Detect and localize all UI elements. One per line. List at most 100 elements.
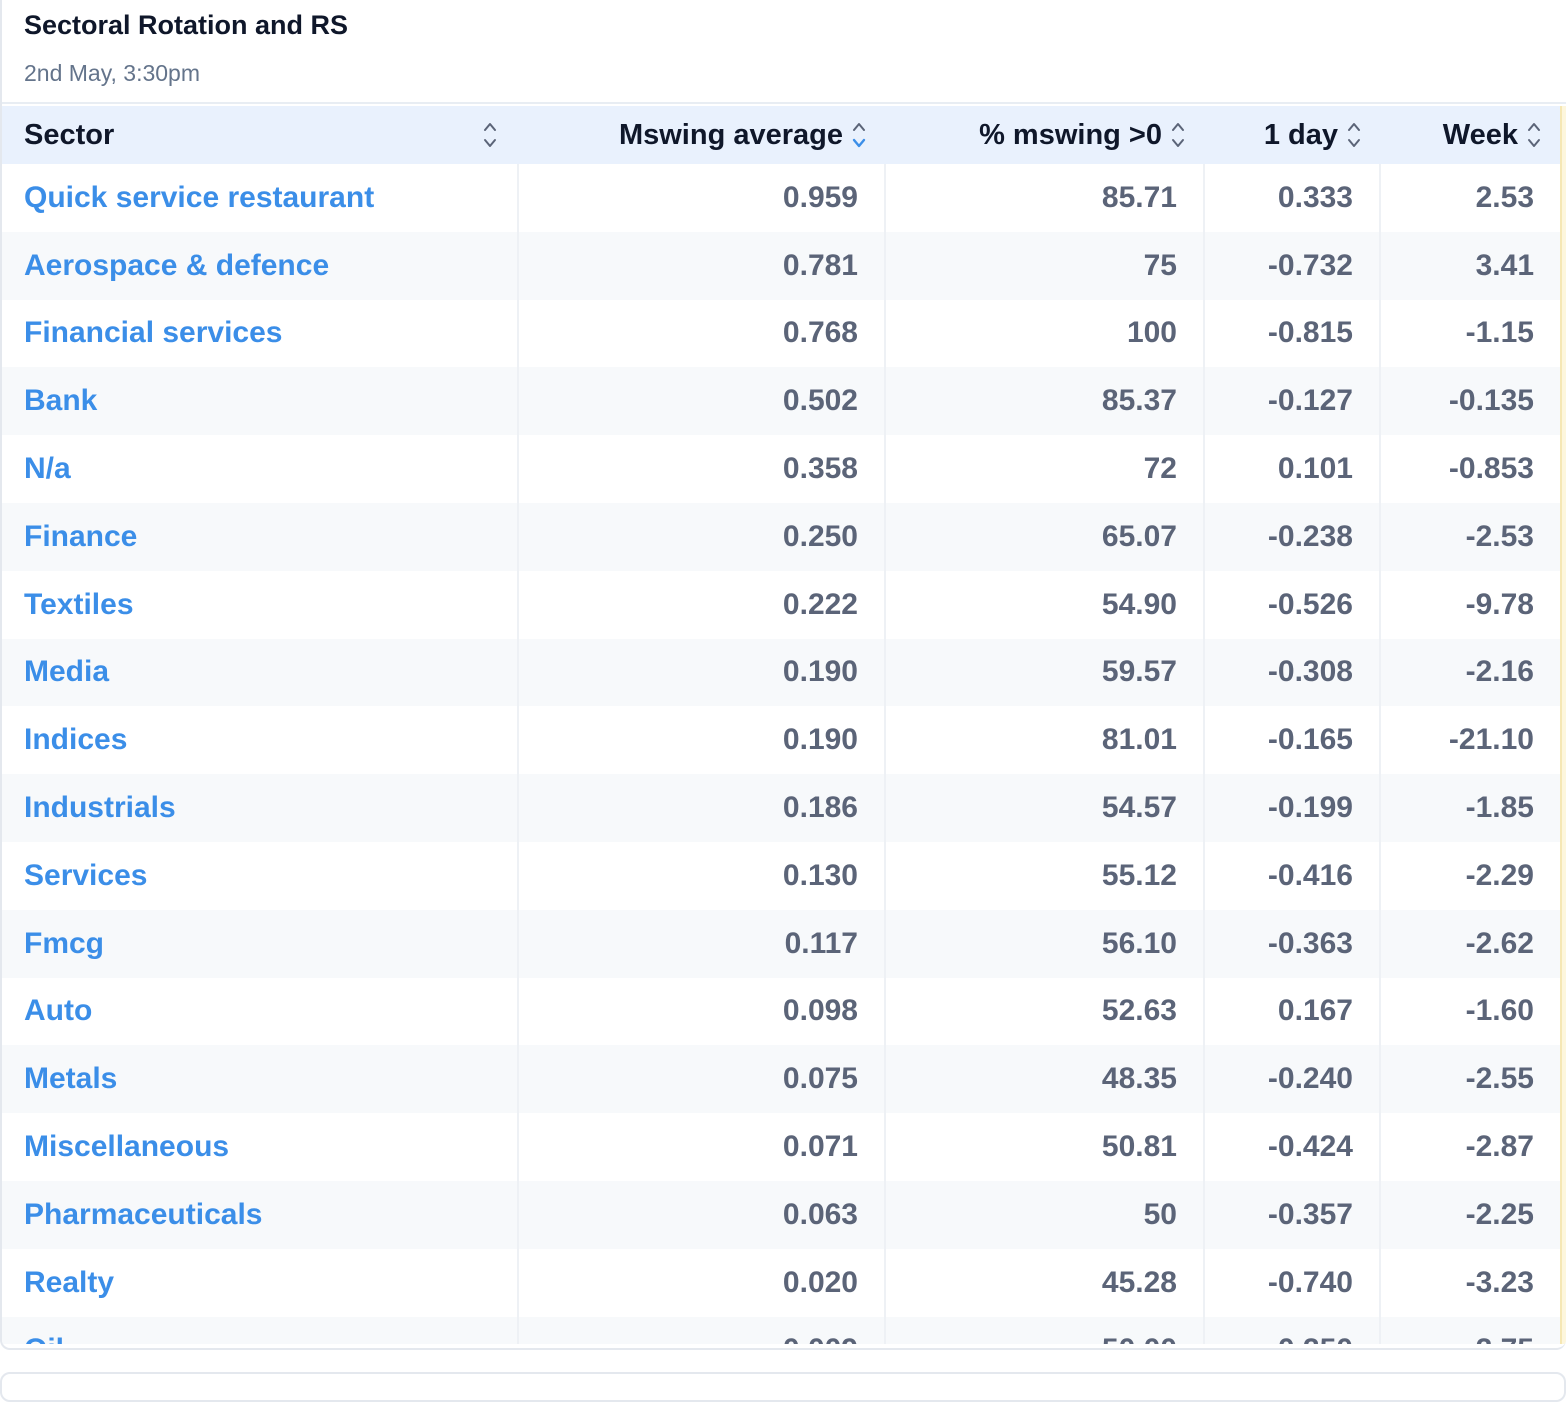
sort-desc-icon[interactable]	[851, 119, 867, 151]
sector-link[interactable]: Bank	[24, 384, 98, 418]
cell-mswing-average: 0.071	[517, 1113, 885, 1181]
column-header-label: Sector	[24, 118, 115, 151]
cell-week: -9.78	[1379, 570, 1560, 639]
cell-week: -1.85	[1379, 774, 1560, 842]
sector-link[interactable]: Quick service restaurant	[24, 180, 375, 214]
cell-one-day: -0.363	[1203, 909, 1380, 978]
table-row: Auto 0.098 52.63 0.167 -1.60	[2, 977, 1560, 1046]
cell-one-day: 0.101	[1203, 435, 1380, 503]
column-header-pct-mswing[interactable]: % mswing >0	[885, 106, 1204, 164]
sector-link[interactable]: Oil	[2, 1317, 518, 1344]
cell-pct-mswing: 50.00	[884, 1316, 1204, 1344]
right-edge-strip	[1560, 106, 1566, 1344]
sectoral-rotation-card: Sectoral Rotation and RS 2nd May, 3:30pm…	[0, 0, 1566, 1350]
cell-mswing-average: 0.009	[517, 1316, 885, 1344]
cell-mswing-average: 0.190	[517, 706, 885, 775]
sector-link[interactable]: Fmcg	[24, 926, 105, 960]
table-row: Aerospace & defence 0.781 75 -0.732 3.41	[2, 231, 1560, 300]
cell-mswing-average: 0.358	[517, 435, 885, 503]
column-header-one-day[interactable]: 1 day	[1204, 106, 1380, 164]
cell-week: -2.55	[1379, 1045, 1560, 1114]
sector-link[interactable]: Services	[24, 858, 148, 892]
card-title: Sectoral Rotation and RS	[24, 10, 349, 40]
table-row: N/a 0.358 72 0.101 -0.853	[2, 435, 1560, 503]
cell-one-day: -0.416	[1203, 841, 1380, 910]
column-header-week[interactable]: Week	[1380, 106, 1560, 164]
column-header-label: Mswing average	[618, 118, 843, 151]
cell-mswing-average: 0.130	[517, 841, 885, 910]
sector-link[interactable]: Aerospace & defence	[24, 248, 330, 282]
sector-table: Sector Mswing average % mswing >0 1 day Week…	[2, 106, 1560, 1344]
table-header: Sector Mswing average % mswing >0 1 day Week	[2, 106, 1560, 164]
cell-mswing-average: 0.768	[517, 299, 885, 368]
table-row: Finance 0.250 65.07 -0.238 -2.53	[2, 502, 1560, 571]
sector-link[interactable]: Metals	[24, 1062, 118, 1096]
cell-week: -2.75	[1379, 1316, 1560, 1344]
cell-week: -1.15	[1379, 299, 1560, 368]
cell-pct-mswing: 72	[884, 435, 1204, 503]
sector-link[interactable]: Media	[24, 655, 110, 689]
cell-one-day: -0.740	[1203, 1248, 1380, 1317]
sector-link[interactable]: Financial services	[24, 316, 283, 350]
sort-updown-icon[interactable]	[1346, 119, 1362, 151]
table-row: Financial services 0.768 100 -0.815 -1.15	[2, 299, 1560, 368]
sector-link[interactable]: Industrials	[24, 791, 176, 825]
cell-one-day: -0.127	[1203, 367, 1380, 436]
cell-week: 3.41	[1379, 231, 1560, 300]
cell-one-day: -0.199	[1203, 774, 1380, 842]
sector-link[interactable]: Miscellaneous	[24, 1130, 230, 1164]
cell-week: 2.53	[1379, 164, 1560, 232]
cell-one-day: -0.250	[1203, 1316, 1380, 1344]
table-row: Media 0.190 59.57 -0.308 -2.16	[2, 638, 1560, 707]
card-subtitle: 2nd May, 3:30pm	[24, 60, 201, 86]
column-header-sector[interactable]: Sector	[2, 106, 518, 164]
cell-week: -2.62	[1379, 909, 1560, 978]
sort-updown-icon[interactable]	[1170, 119, 1186, 151]
table-row: Metals 0.075 48.35 -0.240 -2.55	[2, 1045, 1560, 1114]
cell-one-day: 0.167	[1203, 977, 1380, 1046]
cell-mswing-average: 0.222	[517, 570, 885, 639]
column-header-label: 1 day	[1263, 118, 1338, 151]
sector-link[interactable]: Indices	[24, 723, 128, 757]
cell-one-day: -0.240	[1203, 1045, 1380, 1114]
cell-pct-mswing: 55.12	[884, 841, 1204, 910]
cell-week: -0.135	[1379, 367, 1560, 436]
cell-mswing-average: 0.117	[517, 909, 885, 978]
column-header-mswing-average[interactable]: Mswing average	[518, 106, 885, 164]
cell-one-day: -0.357	[1203, 1180, 1380, 1249]
sector-link[interactable]: Finance	[24, 519, 138, 553]
table-row: Fmcg 0.117 56.10 -0.363 -2.62	[2, 909, 1560, 978]
cell-week: -0.853	[1379, 435, 1560, 503]
cell-week: -2.53	[1379, 502, 1560, 571]
cell-mswing-average: 0.098	[517, 977, 885, 1046]
cell-one-day: -0.732	[1203, 231, 1380, 300]
cell-pct-mswing: 75	[884, 231, 1204, 300]
table-row: Quick service restaurant 0.959 85.71 0.333 2…	[2, 164, 1560, 232]
card-header: Sectoral Rotation and RS 2nd May, 3:30pm	[2, 0, 1566, 104]
cell-pct-mswing: 85.71	[884, 164, 1204, 232]
cell-mswing-average: 0.186	[517, 774, 885, 842]
sort-updown-icon[interactable]	[1526, 119, 1542, 151]
sector-link[interactable]: Pharmaceuticals	[24, 1197, 263, 1231]
cell-pct-mswing: 100	[884, 299, 1204, 368]
cell-pct-mswing: 48.35	[884, 1045, 1204, 1114]
cell-pct-mswing: 45.28	[884, 1248, 1204, 1317]
sort-updown-icon[interactable]	[482, 119, 498, 151]
cell-pct-mswing: 81.01	[884, 706, 1204, 775]
cell-week: -2.16	[1379, 638, 1560, 707]
sector-link[interactable]: Realty	[24, 1265, 115, 1299]
cell-mswing-average: 0.502	[517, 367, 885, 436]
cell-pct-mswing: 52.63	[884, 977, 1204, 1046]
table-scroll-area[interactable]: Sector Mswing average % mswing >0 1 day Week…	[2, 106, 1566, 1344]
sector-link[interactable]: N/a	[24, 452, 71, 486]
cell-week: -2.87	[1379, 1113, 1560, 1181]
cell-one-day: -0.308	[1203, 638, 1380, 707]
sector-link[interactable]: Textiles	[24, 587, 134, 621]
column-header-label: Week	[1442, 118, 1518, 151]
cell-week: -2.29	[1379, 841, 1560, 910]
cell-pct-mswing: 56.10	[884, 909, 1204, 978]
table-row: Industrials 0.186 54.57 -0.199 -1.85	[2, 774, 1560, 842]
cell-week: -2.25	[1379, 1180, 1560, 1249]
sector-link[interactable]: Auto	[24, 994, 93, 1028]
next-card	[0, 1372, 1566, 1402]
